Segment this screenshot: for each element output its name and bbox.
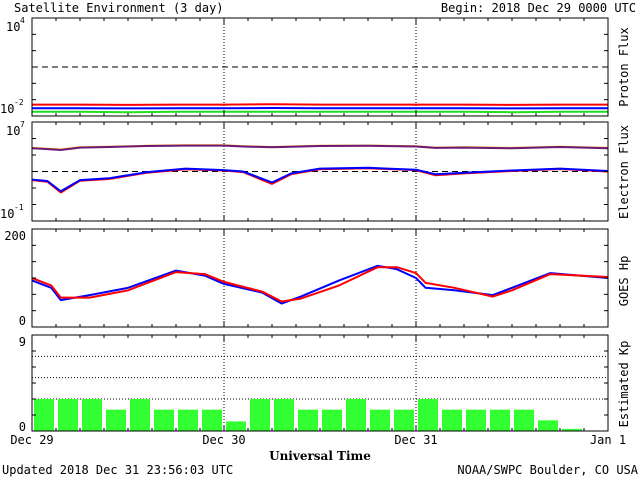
kp-bar bbox=[394, 409, 414, 431]
kp-bar bbox=[106, 409, 126, 431]
begin-time: Begin: 2018 Dec 29 0000 UTC bbox=[441, 1, 636, 15]
updated-timestamp: Updated 2018 Dec 31 23:56:03 UTC bbox=[2, 463, 233, 477]
kp-bar bbox=[130, 399, 150, 431]
svg-text:4: 4 bbox=[20, 16, 25, 25]
goes-hp-label: GOES Hp bbox=[617, 256, 631, 307]
xtick-dec31: Dec 31 bbox=[394, 433, 437, 447]
red-series-line bbox=[31, 167, 609, 194]
kp-bar bbox=[226, 421, 246, 431]
svg-text:10: 10 bbox=[6, 20, 20, 34]
svg-text:10: 10 bbox=[0, 102, 14, 116]
proton-flux-label: Proton Flux bbox=[617, 27, 631, 106]
kp-bar bbox=[58, 399, 78, 431]
purple-series-line bbox=[31, 144, 609, 151]
kp-ytick-top: 9 bbox=[19, 335, 26, 349]
kp-bar bbox=[370, 409, 390, 431]
xtick-dec30: Dec 30 bbox=[202, 433, 245, 447]
svg-text:10: 10 bbox=[6, 124, 20, 138]
kp-bar bbox=[34, 399, 54, 431]
kp-bar bbox=[346, 399, 366, 431]
kp-bar bbox=[178, 409, 198, 431]
kp-bar bbox=[538, 420, 558, 431]
kp-bar bbox=[514, 409, 534, 431]
estimated-kp-panel bbox=[31, 334, 609, 432]
proton-ytick-top: 10 4 bbox=[6, 16, 25, 34]
red-series-line bbox=[32, 103, 608, 106]
svg-text:-1: -1 bbox=[14, 203, 24, 212]
kp-bar bbox=[274, 399, 294, 431]
electron-flux-panel bbox=[31, 121, 609, 222]
electron-ytick-top: 10 7 bbox=[6, 120, 25, 138]
estimated-kp-label: Estimated Kp bbox=[617, 341, 631, 428]
xtick-dec29: Dec 29 bbox=[10, 433, 53, 447]
panel-frame bbox=[31, 17, 609, 117]
plot-title: Satellite Environment (3 day) bbox=[14, 1, 224, 15]
svg-text:7: 7 bbox=[20, 120, 25, 129]
kp-bar bbox=[250, 399, 270, 431]
svg-text:10: 10 bbox=[0, 207, 14, 221]
hp-ytick-top: 200 bbox=[4, 229, 26, 243]
kp-bar bbox=[490, 409, 510, 431]
kp-bar bbox=[154, 409, 174, 431]
kp-bar bbox=[466, 409, 486, 431]
kp-bar bbox=[418, 399, 438, 431]
kp-bar bbox=[562, 428, 582, 431]
hp-ytick-bottom: 0 bbox=[19, 314, 26, 328]
proton-flux-panel bbox=[31, 17, 609, 117]
panel-frame bbox=[31, 228, 609, 328]
red-series-line bbox=[31, 266, 609, 303]
electron-flux-label: Electron Flux bbox=[617, 125, 631, 219]
kp-bar bbox=[82, 399, 102, 431]
blue-series-line bbox=[31, 264, 609, 305]
kp-ytick-bottom: 0 bbox=[19, 420, 26, 434]
x-axis-title: Universal Time bbox=[269, 449, 371, 463]
xtick-jan1: Jan 1 bbox=[590, 433, 626, 447]
kp-bar bbox=[202, 409, 222, 431]
kp-bar bbox=[442, 409, 462, 431]
agency-credit: NOAA/SWPC Boulder, CO USA bbox=[457, 463, 638, 477]
proton-ytick-bottom: 10 -2 bbox=[0, 98, 24, 116]
kp-bar bbox=[322, 409, 342, 431]
electron-ytick-bottom: 10 -1 bbox=[0, 203, 24, 221]
svg-text:-2: -2 bbox=[14, 98, 24, 107]
kp-bar bbox=[298, 409, 318, 431]
blue-series-line bbox=[31, 166, 609, 193]
goes-hp-panel bbox=[31, 228, 609, 328]
